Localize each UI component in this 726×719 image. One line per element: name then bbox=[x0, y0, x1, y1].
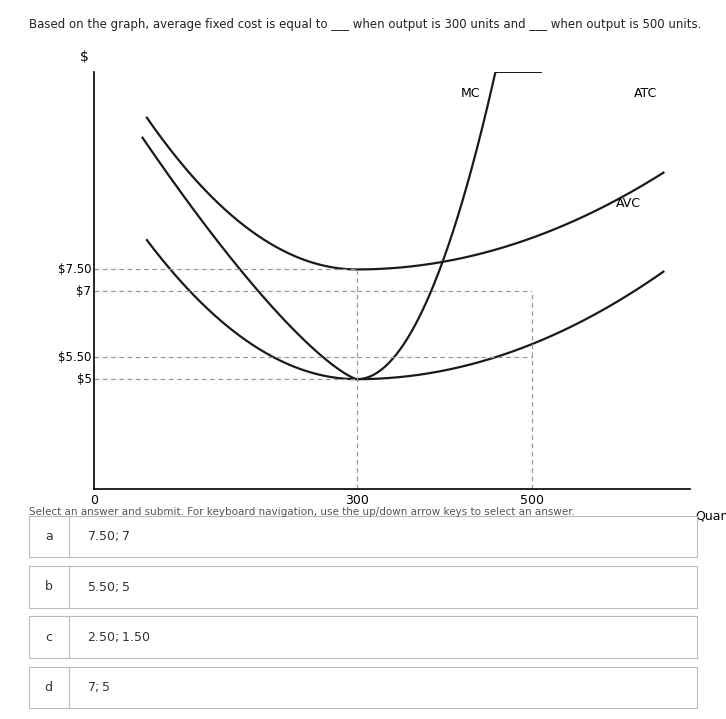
Text: Based on the graph, average fixed cost is equal to ___ when output is 300 units : Based on the graph, average fixed cost i… bbox=[29, 18, 701, 31]
Text: $7: $7 bbox=[76, 285, 91, 298]
Text: d: d bbox=[44, 681, 53, 694]
Text: Select an answer and submit. For keyboard navigation, use the up/down arrow keys: Select an answer and submit. For keyboar… bbox=[29, 507, 575, 517]
Text: a: a bbox=[45, 530, 52, 543]
Text: ATC: ATC bbox=[635, 87, 658, 101]
Text: b: b bbox=[45, 580, 52, 593]
Text: $5.50: $5.50 bbox=[58, 351, 91, 364]
Text: $5: $5 bbox=[76, 372, 91, 385]
Text: MC: MC bbox=[461, 87, 481, 101]
Text: $: $ bbox=[80, 50, 89, 63]
Text: $7; $5: $7; $5 bbox=[87, 680, 110, 695]
Text: $7.50: $7.50 bbox=[58, 263, 91, 276]
Text: AVC: AVC bbox=[616, 197, 641, 210]
Text: $5.50; $5: $5.50; $5 bbox=[87, 580, 131, 594]
Text: c: c bbox=[45, 631, 52, 644]
Text: $7.50; $7: $7.50; $7 bbox=[87, 529, 131, 544]
Text: $2.50; $1.50: $2.50; $1.50 bbox=[87, 630, 150, 644]
Text: Quantity: Quantity bbox=[696, 510, 726, 523]
